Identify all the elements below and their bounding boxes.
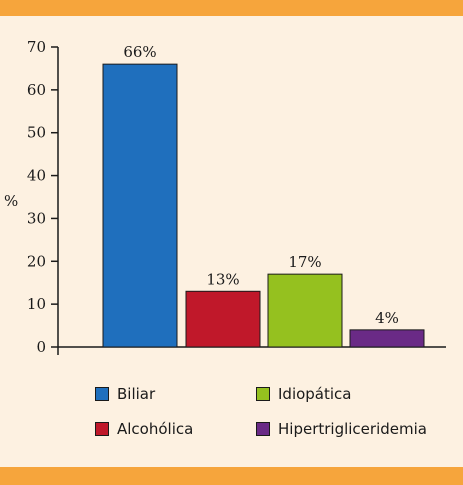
y-tick-label: 0 — [36, 338, 46, 356]
bar-biliar — [102, 63, 178, 348]
legend-label-idiopatica: Idiopática — [278, 385, 352, 403]
bar-idiopática — [267, 273, 343, 348]
legend-item-alcoholica: Alcohólica — [95, 420, 193, 438]
y-tick-label: 70 — [27, 38, 46, 56]
data-label-biliar: 66% — [123, 43, 156, 61]
legend-swatch-hipertrigliceridemia — [256, 422, 270, 436]
data-label-alcohólica: 13% — [206, 270, 239, 288]
legend-label-alcoholica: Alcohólica — [117, 420, 194, 438]
bar-hipertrigliceridemia — [349, 329, 425, 348]
legend-label-hipertrigliceridemia: Hipertrigliceridemia — [278, 420, 427, 438]
data-label-idiopática: 17% — [288, 253, 321, 271]
y-tick-label: 40 — [27, 167, 46, 185]
bar-chart: 0 10 20 30 40 50 60 70 66% 13% 17% 4% % — [4, 38, 446, 356]
y-tick-label: 60 — [27, 81, 46, 99]
data-label-hipertrigliceridemia: 4% — [375, 309, 399, 327]
legend-item-biliar: Biliar — [95, 385, 155, 403]
y-tick-label: 30 — [27, 209, 46, 227]
y-tick-label: 20 — [27, 252, 46, 270]
legend-item-idiopatica: Idiopática — [256, 385, 352, 403]
top-border-band — [0, 0, 463, 16]
legend-swatch-idiopatica — [256, 387, 270, 401]
legend-swatch-alcoholica — [95, 422, 109, 436]
legend-label-biliar: Biliar — [117, 385, 156, 403]
bars-group — [102, 63, 425, 348]
y-tick-label: 10 — [27, 295, 46, 313]
y-axis-label: % — [4, 192, 18, 210]
legend-item-hipertrigliceridemia: Hipertrigliceridemia — [256, 420, 427, 438]
legend-swatch-biliar — [95, 387, 109, 401]
y-tick-label: 50 — [27, 124, 46, 142]
data-labels-group: 66% 13% 17% 4% — [123, 43, 399, 327]
bar-alcohólica — [185, 290, 261, 348]
bottom-border-band — [0, 467, 463, 485]
